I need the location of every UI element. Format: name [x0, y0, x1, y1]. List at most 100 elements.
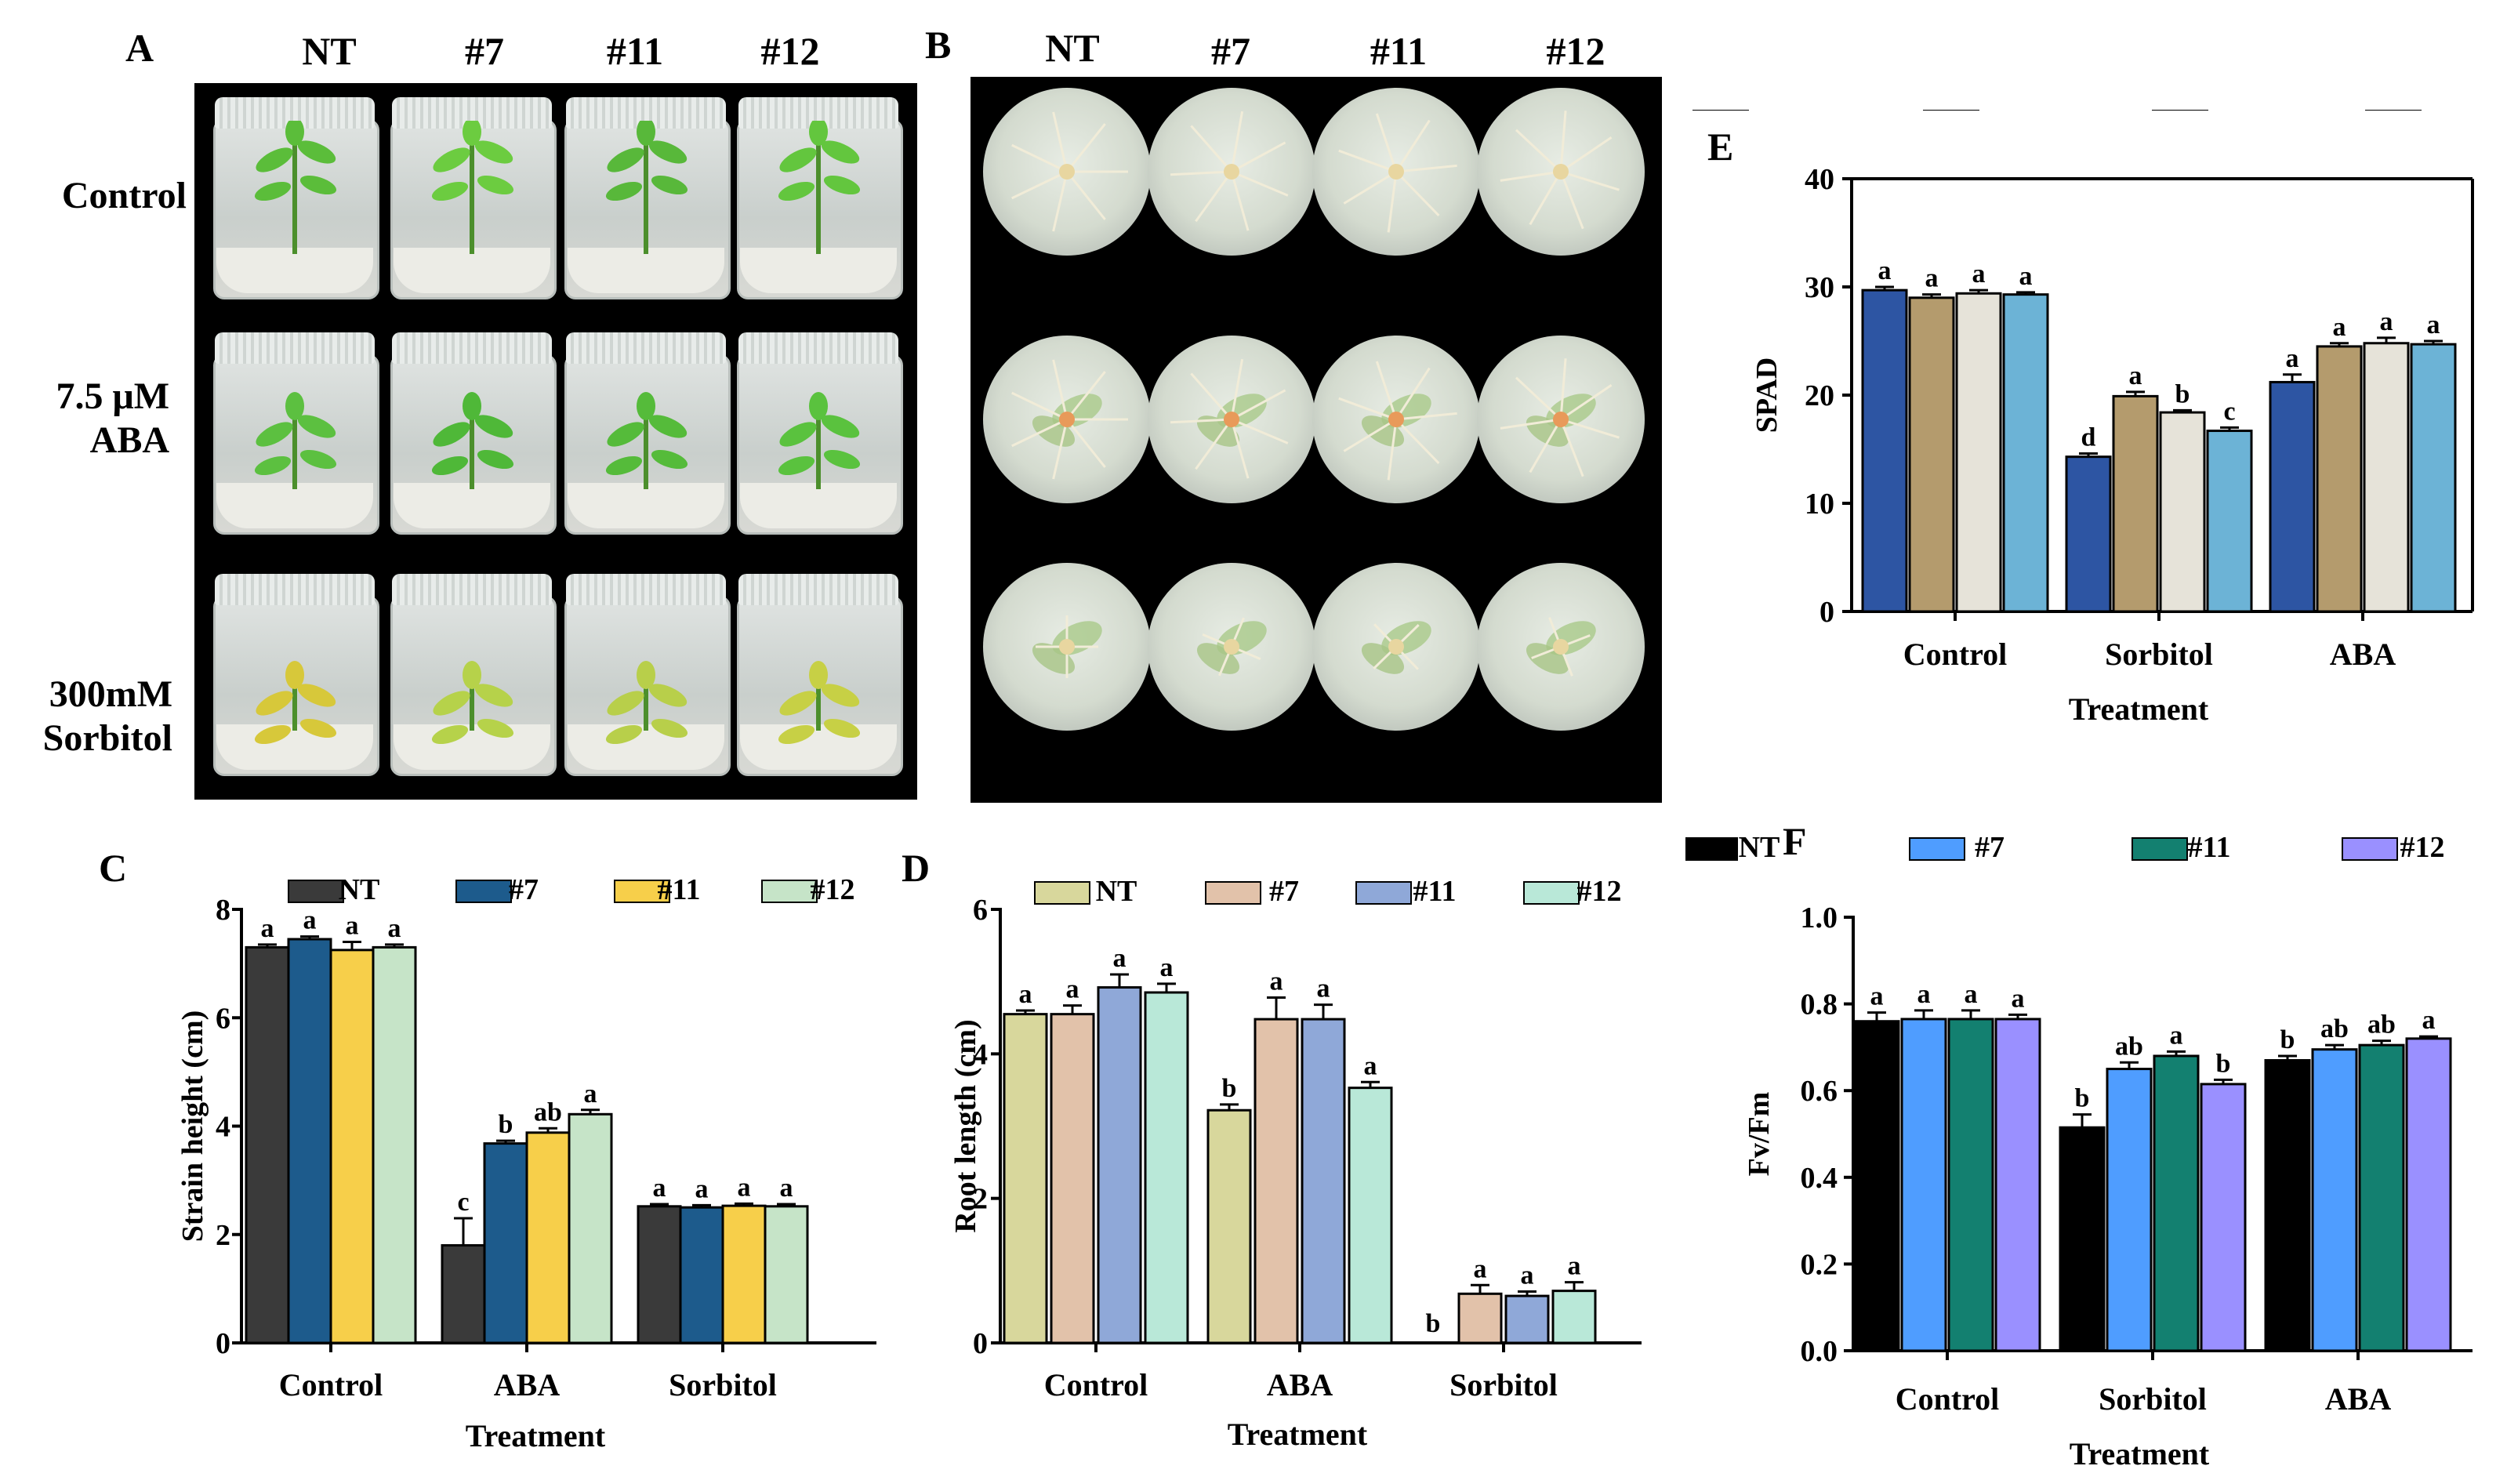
y-tick-label: 0.0	[1801, 1335, 1838, 1368]
x-axis-label: Treatment	[466, 1418, 606, 1453]
bar	[2112, 394, 2159, 613]
significance-letter: a	[1160, 953, 1174, 982]
significance-letter: a	[1878, 256, 1892, 285]
bar	[2358, 1043, 2405, 1352]
row-label-control-line1: Control	[61, 175, 187, 216]
bar	[1861, 288, 1908, 613]
plant-icon	[431, 661, 514, 745]
bar	[1994, 1018, 2041, 1352]
bar	[2264, 1058, 2311, 1352]
bar	[1457, 1292, 1503, 1344]
legend-label: #7	[509, 873, 539, 906]
plant-icon	[254, 121, 337, 254]
photo-panel-a	[194, 83, 917, 800]
legend-swatch	[455, 880, 512, 903]
bar	[2316, 345, 2363, 613]
significance-letter: a	[1972, 259, 1986, 288]
bar	[441, 1244, 486, 1344]
agar-medium	[394, 483, 550, 528]
photo-panel-b	[971, 77, 1662, 803]
bar	[2065, 455, 2112, 613]
bar	[329, 949, 375, 1344]
bar	[1955, 292, 2002, 613]
panel-b-col-11: #11	[1370, 29, 1428, 73]
significance-letter: a	[2170, 1021, 2183, 1050]
panel-a-col-12: #12	[760, 29, 820, 73]
bar	[764, 1205, 809, 1344]
significance-letter: ab	[534, 1098, 562, 1127]
row-label-sorbitol: 300mM Sorbitol	[16, 673, 172, 760]
bar	[2059, 1126, 2106, 1352]
category-label: Sorbitol	[2105, 637, 2213, 672]
root-icon	[1170, 111, 1289, 231]
bar	[1348, 1087, 1393, 1344]
legend-label: #12	[2400, 831, 2445, 864]
jar-lid	[566, 332, 726, 364]
y-tick-label: 0	[216, 1327, 230, 1360]
bar	[2002, 293, 2049, 613]
significance-letter: b	[499, 1110, 513, 1139]
legend-label: #7	[1987, 110, 2017, 114]
row-label-aba-line1: 7.5 μM	[56, 376, 169, 417]
significance-letter: a	[2380, 307, 2393, 336]
panel-label-e: E	[1707, 125, 1734, 169]
significance-letter: a	[2427, 310, 2440, 339]
legend-label: NT	[1096, 875, 1137, 908]
y-axis-label: SPAD	[1751, 357, 1783, 433]
bar	[372, 945, 417, 1344]
plant-icon	[254, 661, 337, 745]
root-icon	[1500, 111, 1620, 230]
bar	[637, 1205, 682, 1344]
agar-medium	[216, 724, 373, 770]
y-tick-label: 1.0	[1801, 902, 1838, 934]
significance-letter: a	[1521, 1261, 1534, 1290]
significance-letter: a	[1925, 264, 1939, 293]
plant-icon	[778, 661, 861, 745]
root-icon	[1196, 617, 1267, 677]
y-axis-label: Fv/Fm	[1743, 1092, 1776, 1177]
significance-letter: a	[1568, 1252, 1581, 1281]
significance-letter: a	[2333, 313, 2346, 342]
significance-letter: a	[1965, 980, 1978, 1009]
significance-letter: ab	[2115, 1032, 2143, 1061]
bar	[525, 1131, 571, 1344]
significance-letter: b	[2216, 1049, 2231, 1078]
legend-label: NT	[339, 873, 380, 906]
bar	[1144, 991, 1189, 1344]
significance-letter: a	[1870, 982, 1884, 1011]
panel-label-c: C	[99, 846, 128, 890]
panel-label-b: B	[925, 23, 952, 67]
bar	[679, 1206, 724, 1344]
category-label: Sorbitol	[2099, 1381, 2207, 1417]
legend-label: #11	[2188, 831, 2231, 864]
legend-swatch	[2342, 837, 2398, 861]
plant-icon	[605, 121, 688, 254]
jar-lid	[738, 574, 898, 605]
agar-medium	[740, 724, 897, 770]
legend-swatch	[1523, 881, 1580, 905]
legend-label: #12	[811, 873, 855, 906]
panel-b-col-12: #12	[1546, 29, 1605, 73]
panel-a-col-nt: NT	[302, 29, 357, 73]
legend-label: NT	[1759, 110, 1801, 114]
legend-swatch	[1909, 837, 1965, 861]
category-label: Sorbitol	[1449, 1367, 1558, 1402]
significance-letter: a	[2012, 984, 2025, 1013]
category-label: ABA	[2325, 1381, 2392, 1417]
significance-letter: a	[780, 1174, 793, 1203]
root-icon	[1500, 358, 1620, 477]
bar	[2405, 1037, 2452, 1352]
y-tick-label: 30	[1805, 271, 1834, 304]
y-tick-label: 0	[1819, 596, 1834, 629]
category-label: Control	[279, 1367, 383, 1402]
bar	[2206, 430, 2253, 613]
panel-a-col-11: #11	[606, 29, 664, 73]
y-tick-label: 0.2	[1801, 1248, 1838, 1281]
bar	[2269, 380, 2316, 613]
agar-medium	[740, 248, 897, 293]
legend-swatch	[1205, 881, 1261, 905]
significance-letter: b	[1222, 1074, 1237, 1103]
panel-b-col-nt: NT	[1045, 26, 1100, 70]
bar	[1908, 296, 1955, 613]
